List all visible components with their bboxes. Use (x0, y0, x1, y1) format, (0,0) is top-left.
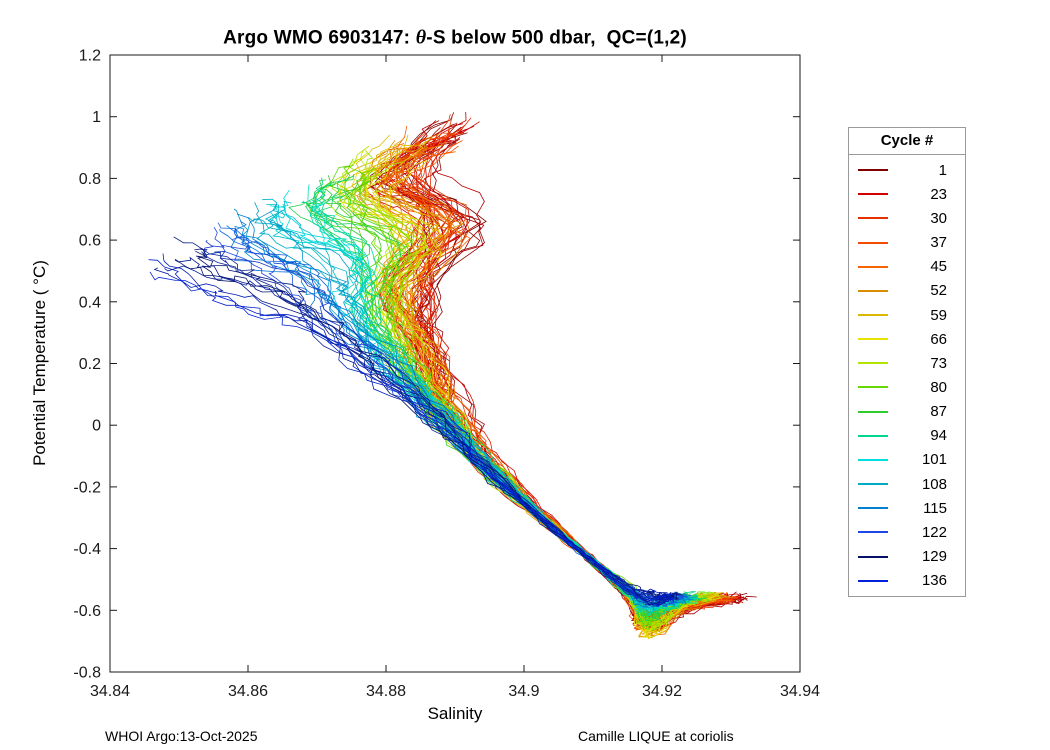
chart-title-prefix: Argo WMO 6903147: (223, 27, 416, 49)
footer-credit-left: WHOI Argo:13-Oct-2025 (105, 728, 258, 744)
legend-entry-cycle-1: 1 (849, 159, 965, 181)
legend-cycle-label: 136 (921, 572, 947, 590)
legend-entry-cycle-80: 80 (849, 376, 965, 398)
legend-line-swatch (858, 241, 888, 244)
footer-credit-right: Camille LIQUE at coriolis (578, 728, 734, 744)
legend-entry-cycle-73: 73 (849, 352, 965, 374)
legend-entry-cycle-115: 115 (849, 497, 965, 519)
chart-title: Argo WMO 6903147: θ-S below 500 dbar, QC… (223, 27, 687, 50)
legend-cycle-label: 87 (930, 403, 947, 421)
y-tick-label: 0.6 (79, 233, 101, 250)
legend-entry-cycle-52: 52 (849, 280, 965, 302)
axes: 34.84 34.86 34.88 34.9 34.92 34.94 -0.8 -0.6 -0.… (73, 48, 820, 701)
x-tick-label: 34.84 (90, 683, 130, 700)
x-tick-label: 34.86 (228, 683, 268, 700)
legend-entry-cycle-108: 108 (849, 473, 965, 495)
profile-traces (148, 111, 757, 640)
y-axis-label: Potential Temperature ( °C) (30, 260, 49, 466)
y-tick-label: -0.6 (73, 603, 101, 620)
legend-cycle-label: 73 (930, 354, 947, 372)
y-tick-label: -0.2 (73, 479, 101, 496)
legend-cycle-label: 37 (930, 234, 947, 252)
legend-cycle-label: 1 (938, 161, 947, 179)
legend-line-swatch (858, 265, 888, 268)
legend-line-swatch (858, 289, 888, 292)
legend-line-swatch (858, 193, 888, 196)
legend: Cycle # 1 23 30 37 45 52 59 66 73 80 87 94 101 108 115… (848, 127, 966, 597)
theta-symbol: θ (415, 26, 427, 49)
legend-entries: 1 23 30 37 45 52 59 66 73 80 87 94 101 108 115 122 129 13… (849, 155, 965, 596)
legend-cycle-label: 59 (930, 306, 947, 324)
legend-cycle-label: 45 (930, 258, 947, 276)
legend-cycle-label: 30 (930, 209, 947, 227)
legend-entry-cycle-66: 66 (849, 328, 965, 350)
legend-cycle-label: 94 (930, 427, 947, 445)
chart-title-suffix: -S below 500 dbar, QC=(1,2) (426, 27, 687, 49)
y-tick-label: -0.4 (73, 541, 101, 558)
legend-cycle-label: 66 (930, 330, 947, 348)
y-tick-label: 1.2 (79, 48, 101, 65)
y-tick-label: 0.2 (79, 356, 101, 373)
legend-cycle-label: 115 (923, 499, 947, 517)
legend-line-swatch (858, 507, 888, 510)
legend-cycle-label: 122 (921, 523, 947, 541)
legend-line-swatch (858, 434, 888, 437)
legend-line-swatch (858, 458, 888, 461)
legend-line-swatch (858, 579, 888, 582)
legend-line-swatch (858, 314, 888, 317)
legend-entry-cycle-101: 101 (849, 449, 965, 471)
legend-line-swatch (858, 410, 888, 413)
y-tick-label: 0.8 (79, 171, 101, 188)
x-tick-label: 34.92 (642, 683, 682, 700)
legend-entry-cycle-59: 59 (849, 304, 965, 326)
legend-title: Cycle # (849, 128, 965, 155)
x-axis-label: Salinity (427, 704, 483, 723)
legend-entry-cycle-122: 122 (849, 521, 965, 543)
x-tick-label: 34.88 (366, 683, 406, 700)
x-tick-label: 34.94 (780, 683, 820, 700)
legend-entry-cycle-87: 87 (849, 401, 965, 423)
legend-entry-cycle-45: 45 (849, 256, 965, 278)
legend-line-swatch (858, 362, 888, 365)
legend-cycle-label: 101 (921, 451, 947, 469)
y-tick-label: 0 (92, 418, 101, 435)
legend-entry-cycle-37: 37 (849, 232, 965, 254)
y-tick-label: -0.8 (73, 665, 101, 682)
y-tick-label: 1 (92, 109, 101, 126)
legend-entry-cycle-129: 129 (849, 546, 965, 568)
legend-cycle-label: 23 (930, 185, 947, 203)
legend-line-swatch (858, 338, 888, 341)
legend-entry-cycle-94: 94 (849, 425, 965, 447)
legend-cycle-label: 129 (921, 548, 947, 566)
legend-cycle-label: 80 (930, 378, 947, 396)
legend-line-swatch (858, 555, 888, 558)
legend-line-swatch (858, 531, 888, 534)
legend-line-swatch (858, 386, 888, 389)
legend-entry-cycle-23: 23 (849, 183, 965, 205)
legend-entry-cycle-30: 30 (849, 207, 965, 229)
x-tick-label: 34.9 (508, 683, 539, 700)
legend-entry-cycle-136: 136 (849, 570, 965, 592)
legend-cycle-label: 52 (930, 282, 947, 300)
legend-cycle-label: 108 (921, 475, 947, 493)
legend-line-swatch (858, 217, 888, 220)
y-tick-label: 0.4 (79, 294, 101, 311)
legend-line-swatch (858, 483, 888, 486)
legend-line-swatch (858, 169, 888, 172)
